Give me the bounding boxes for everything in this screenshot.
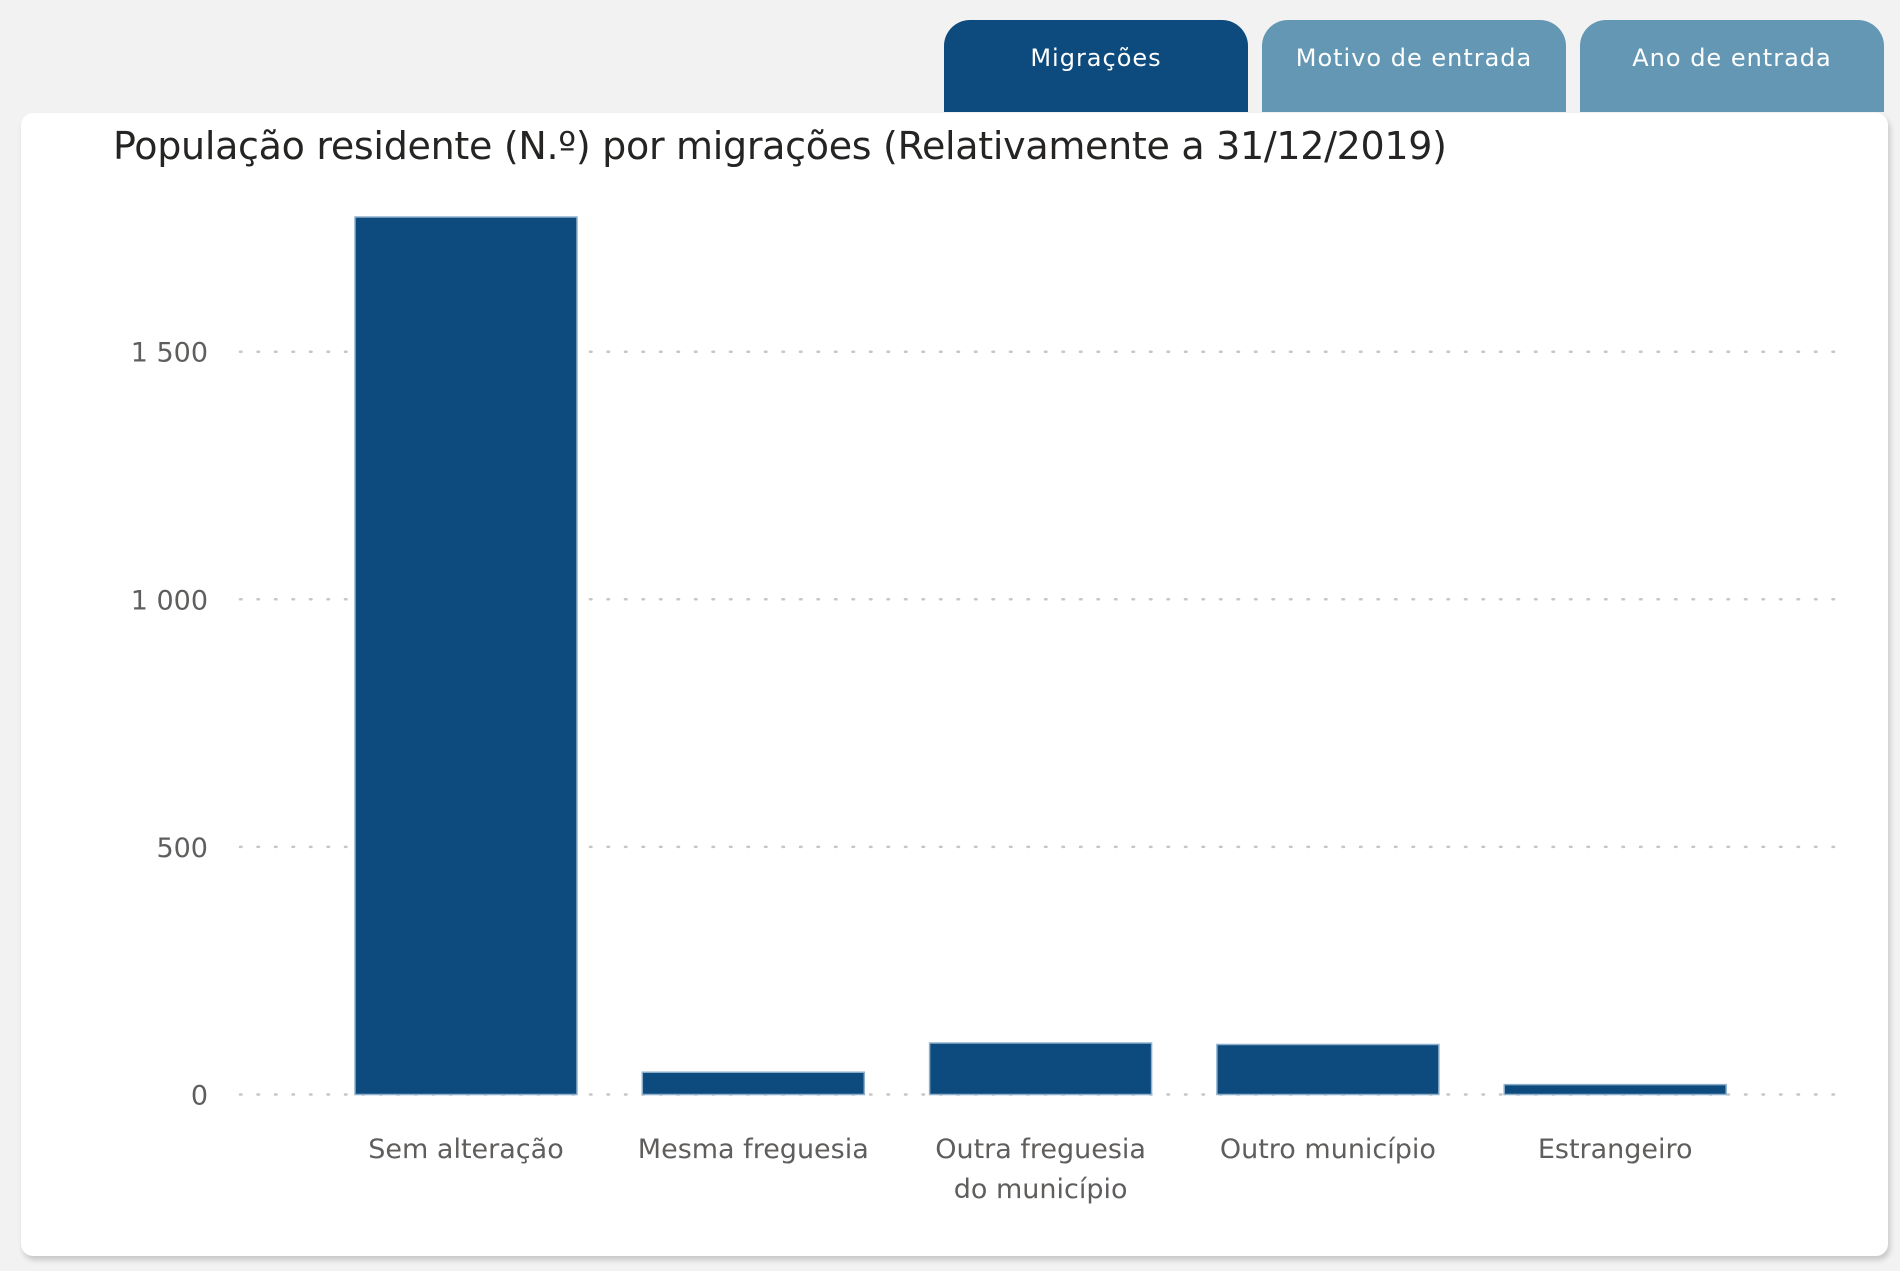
y-tick-label: 500: [156, 833, 208, 864]
y-tick-label: 0: [191, 1081, 208, 1112]
chart-title: População residente (N.º) por migrações …: [113, 124, 1447, 168]
bar[interactable]: [1503, 1083, 1727, 1096]
tab-bar: Migrações Motivo de entrada Ano de entra…: [944, 20, 1884, 112]
x-tick-label: Outro município: [1220, 1134, 1436, 1165]
tab-migracoes[interactable]: Migrações: [944, 20, 1248, 112]
y-tick-label: 1 000: [131, 585, 208, 616]
bar[interactable]: [641, 1071, 866, 1096]
x-tick-label: Sem alteração: [368, 1134, 563, 1165]
x-tick-label: Mesma freguesia: [638, 1134, 869, 1165]
y-axis: 0 500 1 000 1 500: [131, 338, 208, 1112]
tab-motivo-de-entrada[interactable]: Motivo de entrada: [1262, 20, 1566, 112]
x-tick-label: do município: [954, 1174, 1128, 1205]
x-tick-label: Outra freguesia: [935, 1134, 1146, 1165]
x-tick-label: Estrangeiro: [1538, 1134, 1693, 1165]
bar[interactable]: [354, 216, 578, 1096]
y-tick-label: 1 500: [131, 338, 208, 369]
bar[interactable]: [1216, 1043, 1440, 1096]
bars: [354, 216, 1727, 1096]
bar[interactable]: [928, 1042, 1153, 1096]
x-axis: Sem alteração Mesma freguesia Outra fregue…: [368, 1134, 1692, 1205]
tab-ano-de-entrada[interactable]: Ano de entrada: [1580, 20, 1884, 112]
